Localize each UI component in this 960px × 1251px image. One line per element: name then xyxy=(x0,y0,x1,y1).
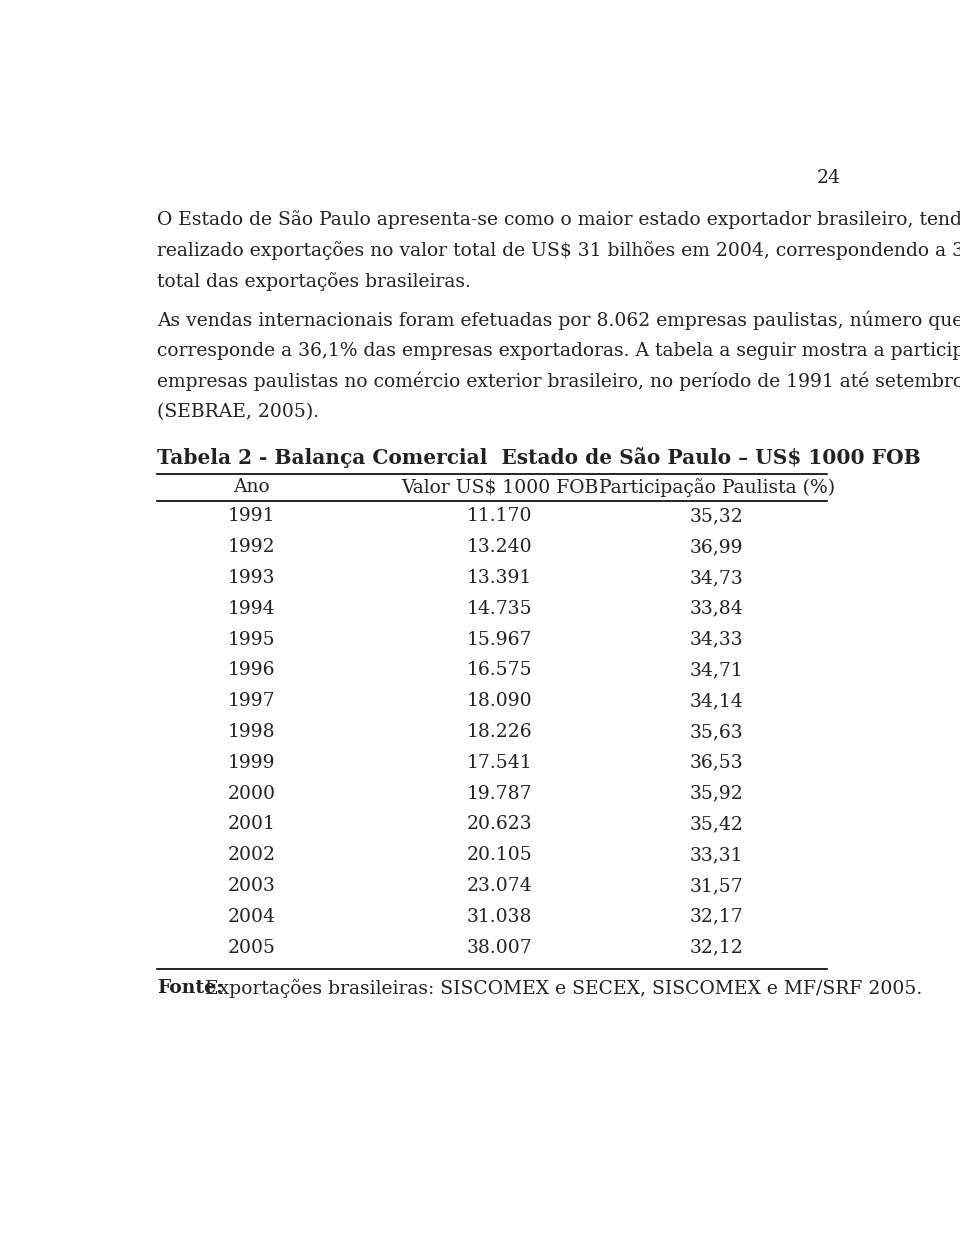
Text: 33,84: 33,84 xyxy=(690,599,744,618)
Text: 1999: 1999 xyxy=(228,754,276,772)
Text: empresas paulistas no comércio exterior brasileiro, no período de 1991 até setem: empresas paulistas no comércio exterior … xyxy=(157,372,960,392)
Text: 2002: 2002 xyxy=(228,846,276,864)
Text: 19.787: 19.787 xyxy=(467,784,533,803)
Text: 2001: 2001 xyxy=(228,816,276,833)
Text: 15.967: 15.967 xyxy=(467,631,533,648)
Text: 31,57: 31,57 xyxy=(690,877,744,894)
Text: 35,42: 35,42 xyxy=(690,816,744,833)
Text: Participação Paulista (%): Participação Paulista (%) xyxy=(599,478,835,497)
Text: 20.105: 20.105 xyxy=(467,846,533,864)
Text: 18.226: 18.226 xyxy=(467,723,533,741)
Text: 35,63: 35,63 xyxy=(690,723,744,741)
Text: 34,71: 34,71 xyxy=(690,662,744,679)
Text: 36,99: 36,99 xyxy=(690,538,743,557)
Text: 1996: 1996 xyxy=(228,662,276,679)
Text: 13.391: 13.391 xyxy=(468,569,533,587)
Text: 1997: 1997 xyxy=(228,692,276,711)
Text: Tabela 2 - Balança Comercial  Estado de São Paulo – US$ 1000 FOB: Tabela 2 - Balança Comercial Estado de S… xyxy=(157,448,921,468)
Text: 23.074: 23.074 xyxy=(467,877,533,894)
Text: 1991: 1991 xyxy=(228,508,276,525)
Text: corresponde a 36,1% das empresas exportadoras. A tabela a seguir mostra a partic: corresponde a 36,1% das empresas exporta… xyxy=(157,342,960,360)
Text: realizado exportações no valor total de US$ 31 bilhões em 2004, correspondendo a: realizado exportações no valor total de … xyxy=(157,241,960,260)
Text: 36,53: 36,53 xyxy=(690,754,744,772)
Text: 34,14: 34,14 xyxy=(690,692,744,711)
Text: total das exportações brasileiras.: total das exportações brasileiras. xyxy=(157,271,471,290)
Text: 24: 24 xyxy=(817,169,841,188)
Text: 14.735: 14.735 xyxy=(467,599,533,618)
Text: 31.038: 31.038 xyxy=(467,908,533,926)
Text: 1994: 1994 xyxy=(228,599,276,618)
Text: 18.090: 18.090 xyxy=(467,692,533,711)
Text: Exportações brasileiras: SISCOMEX e SECEX, SISCOMEX e MF/SRF 2005.: Exportações brasileiras: SISCOMEX e SECE… xyxy=(199,978,923,997)
Text: Ano: Ano xyxy=(233,478,270,497)
Text: Valor US$ 1000 FOB: Valor US$ 1000 FOB xyxy=(401,478,598,497)
Text: 2000: 2000 xyxy=(228,784,276,803)
Text: As vendas internacionais foram efetuadas por 8.062 empresas paulistas, número qu: As vendas internacionais foram efetuadas… xyxy=(157,310,960,330)
Text: 17.541: 17.541 xyxy=(467,754,533,772)
Text: 35,92: 35,92 xyxy=(690,784,744,803)
Text: 2005: 2005 xyxy=(228,938,276,957)
Text: 1998: 1998 xyxy=(228,723,276,741)
Text: 2003: 2003 xyxy=(228,877,276,894)
Text: 20.623: 20.623 xyxy=(467,816,533,833)
Text: 32,17: 32,17 xyxy=(690,908,744,926)
Text: Fonte:: Fonte: xyxy=(157,978,223,997)
Text: O Estado de São Paulo apresenta-se como o maior estado exportador brasileiro, te: O Estado de São Paulo apresenta-se como … xyxy=(157,210,960,229)
Text: 34,33: 34,33 xyxy=(690,631,744,648)
Text: 11.170: 11.170 xyxy=(467,508,533,525)
Text: 32,12: 32,12 xyxy=(690,938,744,957)
Text: 35,32: 35,32 xyxy=(690,508,744,525)
Text: 33,31: 33,31 xyxy=(690,846,743,864)
Text: 1993: 1993 xyxy=(228,569,276,587)
Text: 1992: 1992 xyxy=(228,538,276,557)
Text: 34,73: 34,73 xyxy=(690,569,744,587)
Text: 38.007: 38.007 xyxy=(467,938,533,957)
Text: 16.575: 16.575 xyxy=(467,662,533,679)
Text: 1995: 1995 xyxy=(228,631,276,648)
Text: (SEBRAE, 2005).: (SEBRAE, 2005). xyxy=(157,403,320,420)
Text: 2004: 2004 xyxy=(228,908,276,926)
Text: 13.240: 13.240 xyxy=(467,538,533,557)
